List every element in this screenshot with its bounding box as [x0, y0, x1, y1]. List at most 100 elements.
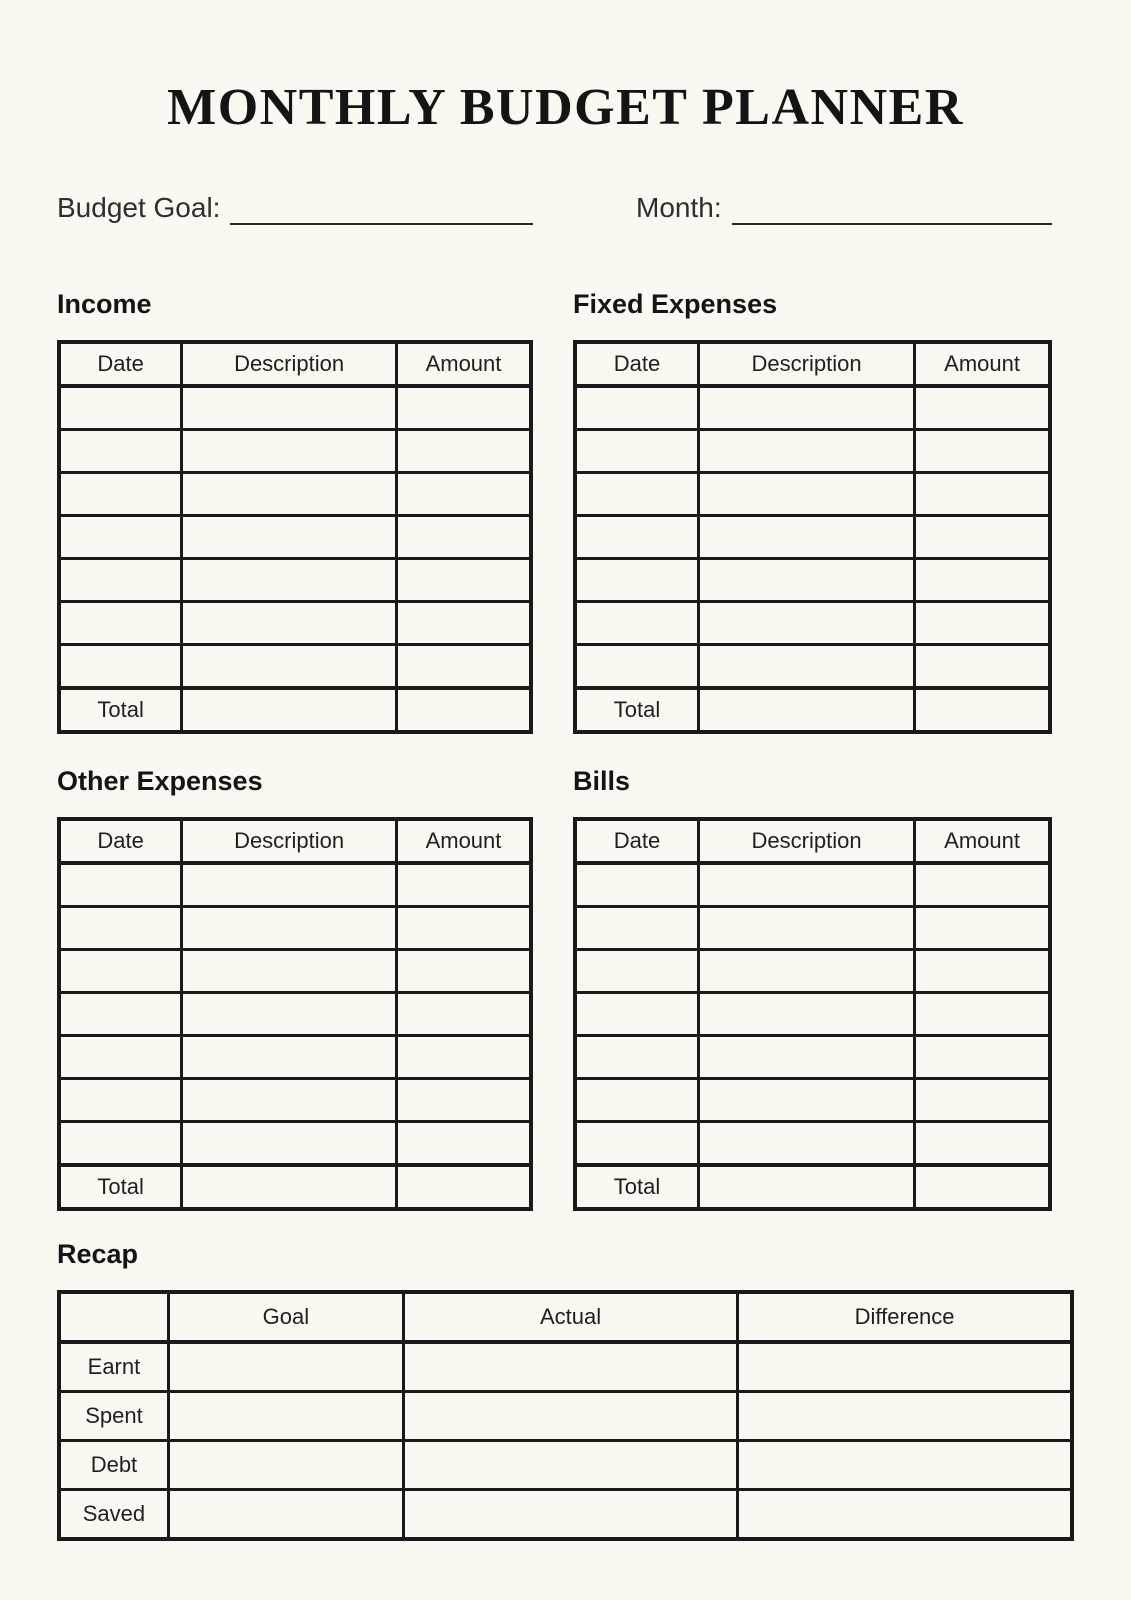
- entry-cell[interactable]: [394, 514, 533, 561]
- actual-cell[interactable]: [401, 1390, 740, 1443]
- entry-cell[interactable]: [913, 948, 1052, 995]
- entry-cell[interactable]: [696, 471, 917, 518]
- entry-cell[interactable]: [180, 600, 398, 647]
- entry-cell[interactable]: [180, 471, 398, 518]
- entry-cell[interactable]: [57, 1034, 184, 1081]
- entry-cell[interactable]: [573, 600, 700, 647]
- entry-cell[interactable]: [57, 1120, 184, 1167]
- entry-cell[interactable]: [57, 428, 184, 475]
- total-amount-cell[interactable]: [913, 686, 1052, 734]
- entry-cell[interactable]: [180, 514, 398, 561]
- entry-cell[interactable]: [394, 1120, 533, 1167]
- entry-cell[interactable]: [573, 428, 700, 475]
- entry-cell[interactable]: [573, 991, 700, 1038]
- total-amount-cell[interactable]: [394, 686, 533, 734]
- entry-cell[interactable]: [696, 991, 917, 1038]
- entry-cell[interactable]: [913, 1034, 1052, 1081]
- entry-cell[interactable]: [57, 643, 184, 690]
- entry-cell[interactable]: [573, 643, 700, 690]
- entry-cell[interactable]: [394, 600, 533, 647]
- entry-cell[interactable]: [180, 905, 398, 952]
- entry-cell[interactable]: [394, 384, 533, 432]
- entry-cell[interactable]: [180, 1034, 398, 1081]
- entry-cell[interactable]: [696, 905, 917, 952]
- entry-cell[interactable]: [913, 471, 1052, 518]
- entry-cell[interactable]: [180, 384, 398, 432]
- entry-cell[interactable]: [913, 1120, 1052, 1167]
- difference-cell[interactable]: [736, 1488, 1074, 1541]
- total-description-cell[interactable]: [696, 686, 917, 734]
- goal-cell[interactable]: [166, 1488, 405, 1541]
- entry-cell[interactable]: [180, 861, 398, 909]
- entry-cell[interactable]: [394, 643, 533, 690]
- entry-cell[interactable]: [57, 557, 184, 604]
- entry-cell[interactable]: [394, 1077, 533, 1124]
- month-line[interactable]: [731, 189, 1052, 225]
- actual-cell[interactable]: [401, 1340, 740, 1394]
- total-description-cell[interactable]: [180, 1163, 398, 1211]
- entry-cell[interactable]: [57, 905, 184, 952]
- entry-cell[interactable]: [57, 991, 184, 1038]
- goal-cell[interactable]: [166, 1390, 405, 1443]
- entry-cell[interactable]: [913, 384, 1052, 432]
- entry-cell[interactable]: [913, 643, 1052, 690]
- entry-cell[interactable]: [913, 905, 1052, 952]
- entry-cell[interactable]: [696, 384, 917, 432]
- entry-cell[interactable]: [57, 471, 184, 518]
- entry-cell[interactable]: [394, 471, 533, 518]
- entry-cell[interactable]: [573, 1120, 700, 1167]
- entry-cell[interactable]: [394, 905, 533, 952]
- entry-cell[interactable]: [696, 1120, 917, 1167]
- entry-cell[interactable]: [573, 384, 700, 432]
- entry-cell[interactable]: [394, 948, 533, 995]
- entry-cell[interactable]: [696, 861, 917, 909]
- goal-cell[interactable]: [166, 1439, 405, 1492]
- entry-cell[interactable]: [913, 861, 1052, 909]
- entry-cell[interactable]: [696, 1077, 917, 1124]
- entry-cell[interactable]: [180, 643, 398, 690]
- goal-cell[interactable]: [166, 1340, 405, 1394]
- entry-cell[interactable]: [180, 948, 398, 995]
- entry-cell[interactable]: [394, 861, 533, 909]
- entry-cell[interactable]: [57, 1077, 184, 1124]
- entry-cell[interactable]: [696, 428, 917, 475]
- entry-cell[interactable]: [696, 557, 917, 604]
- entry-cell[interactable]: [573, 514, 700, 561]
- entry-cell[interactable]: [696, 948, 917, 995]
- entry-cell[interactable]: [180, 991, 398, 1038]
- entry-cell[interactable]: [394, 1034, 533, 1081]
- total-amount-cell[interactable]: [913, 1163, 1052, 1211]
- entry-cell[interactable]: [57, 384, 184, 432]
- entry-cell[interactable]: [696, 643, 917, 690]
- entry-cell[interactable]: [573, 557, 700, 604]
- difference-cell[interactable]: [736, 1340, 1074, 1394]
- actual-cell[interactable]: [401, 1488, 740, 1541]
- entry-cell[interactable]: [913, 557, 1052, 604]
- entry-cell[interactable]: [180, 1077, 398, 1124]
- entry-cell[interactable]: [57, 514, 184, 561]
- entry-cell[interactable]: [57, 948, 184, 995]
- entry-cell[interactable]: [573, 1034, 700, 1081]
- difference-cell[interactable]: [736, 1390, 1074, 1443]
- entry-cell[interactable]: [573, 1077, 700, 1124]
- entry-cell[interactable]: [180, 1120, 398, 1167]
- entry-cell[interactable]: [696, 1034, 917, 1081]
- entry-cell[interactable]: [913, 428, 1052, 475]
- entry-cell[interactable]: [573, 861, 700, 909]
- total-description-cell[interactable]: [180, 686, 398, 734]
- entry-cell[interactable]: [394, 428, 533, 475]
- entry-cell[interactable]: [394, 557, 533, 604]
- total-amount-cell[interactable]: [394, 1163, 533, 1211]
- actual-cell[interactable]: [401, 1439, 740, 1492]
- entry-cell[interactable]: [394, 991, 533, 1038]
- entry-cell[interactable]: [913, 1077, 1052, 1124]
- entry-cell[interactable]: [180, 428, 398, 475]
- entry-cell[interactable]: [696, 600, 917, 647]
- entry-cell[interactable]: [57, 600, 184, 647]
- entry-cell[interactable]: [913, 600, 1052, 647]
- entry-cell[interactable]: [913, 514, 1052, 561]
- entry-cell[interactable]: [913, 991, 1052, 1038]
- entry-cell[interactable]: [180, 557, 398, 604]
- budget-goal-line[interactable]: [230, 189, 533, 225]
- entry-cell[interactable]: [57, 861, 184, 909]
